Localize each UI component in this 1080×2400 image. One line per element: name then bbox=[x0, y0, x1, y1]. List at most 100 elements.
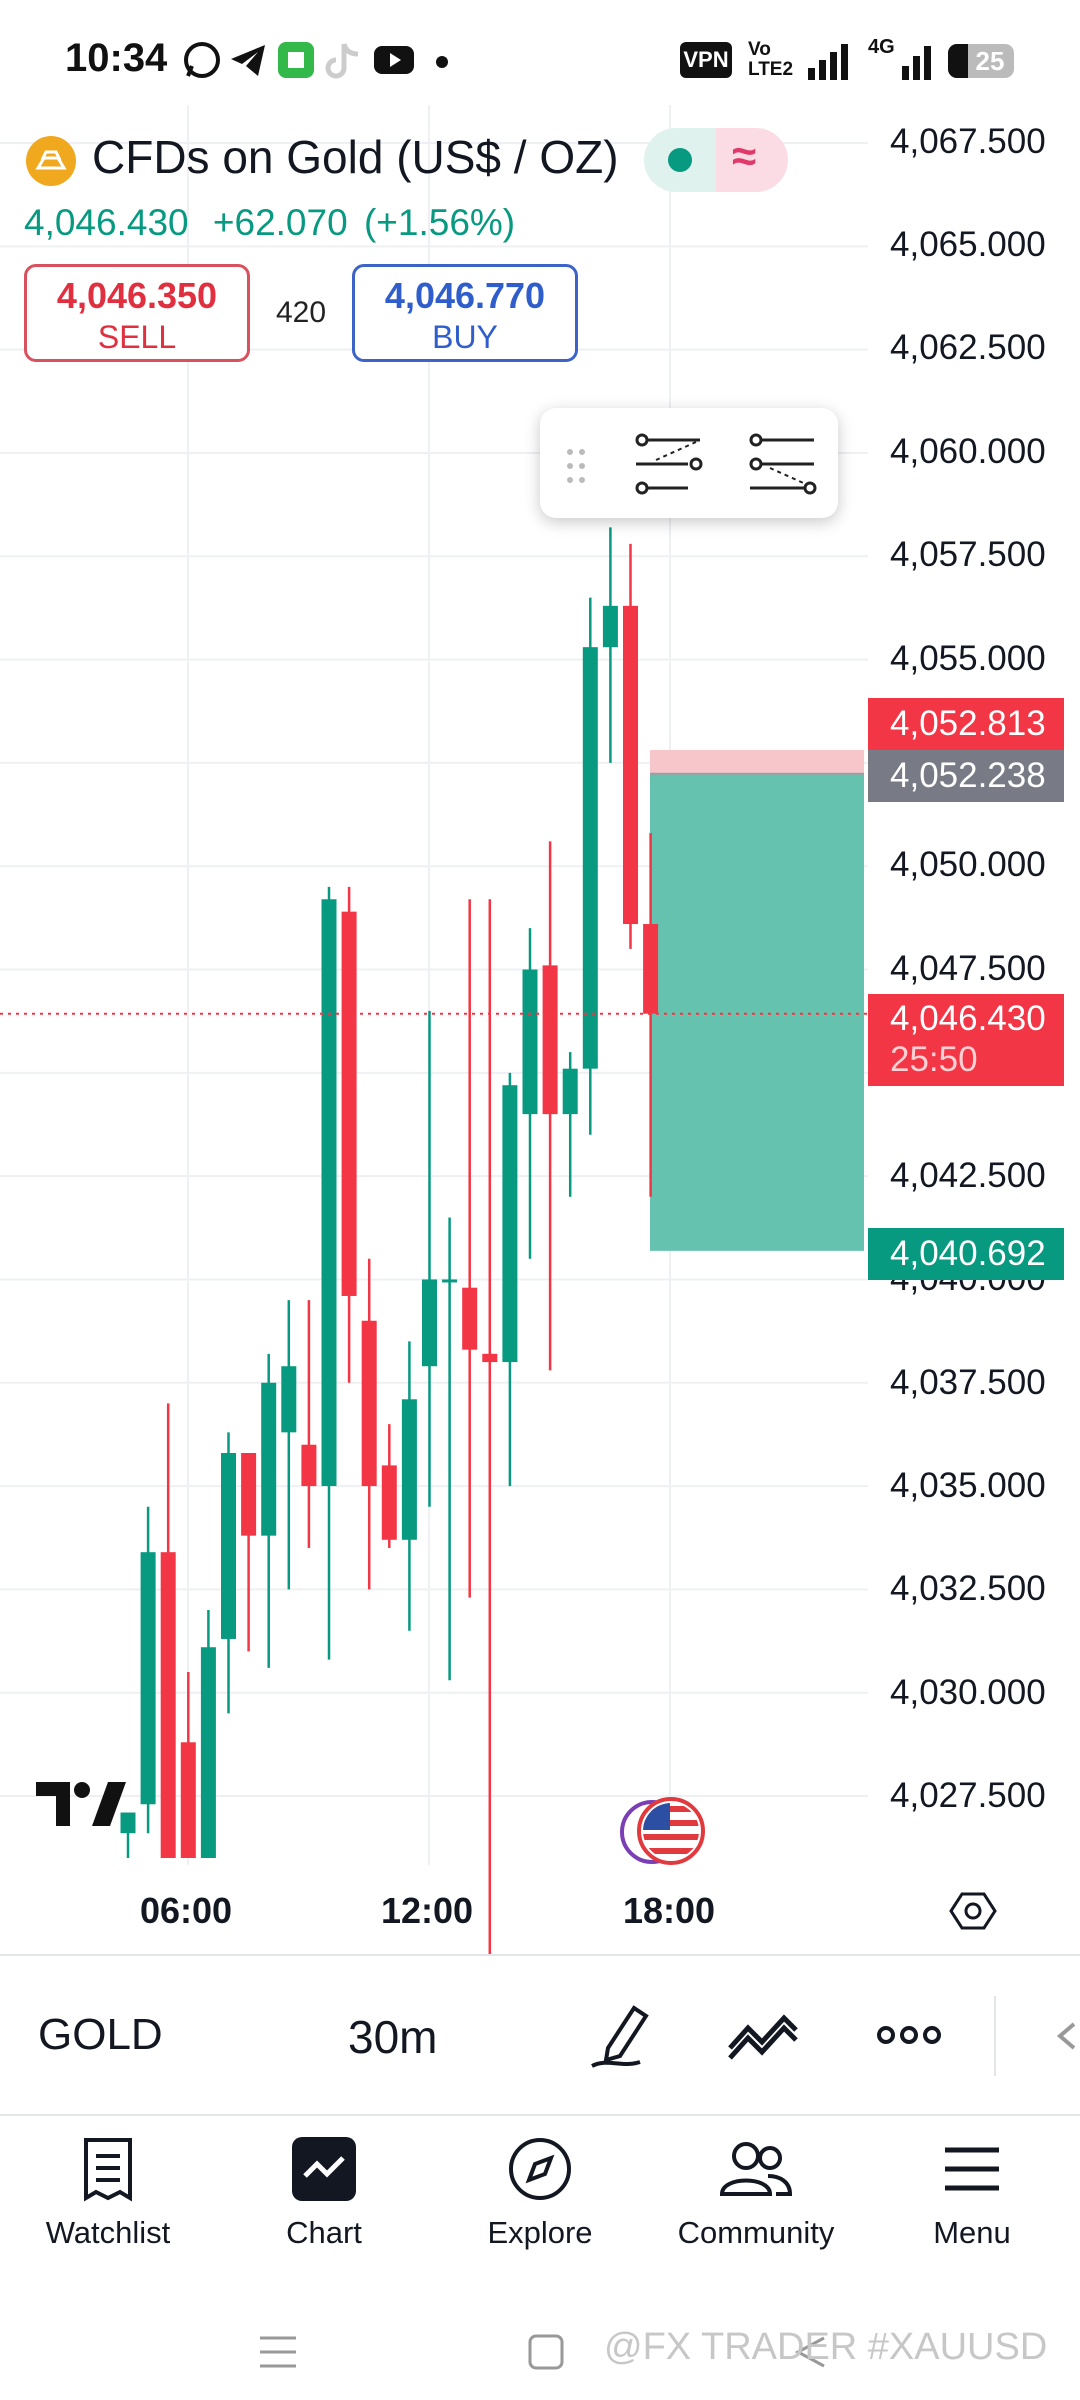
market-status-pill[interactable]: ≈ bbox=[644, 128, 788, 192]
battery-icon: 25 bbox=[948, 44, 1014, 78]
price-chart[interactable] bbox=[0, 105, 1080, 1955]
price-tick: 4,037.500 bbox=[890, 1363, 1046, 1402]
home-icon[interactable] bbox=[526, 2332, 566, 2372]
candle-body bbox=[261, 1382, 277, 1536]
candle bbox=[442, 1217, 458, 1681]
candle-body bbox=[221, 1453, 236, 1639]
bottom-toolbar: GOLD 30m bbox=[0, 1954, 1080, 2116]
price-tick: 4,067.500 bbox=[890, 122, 1046, 161]
candle bbox=[582, 597, 598, 1135]
system-navigation: @FX TRADER #XAUUSD bbox=[0, 2304, 1080, 2400]
candle-body bbox=[321, 899, 337, 1487]
bottom-navigation: Watchlist Chart Explore Community Menu bbox=[0, 2114, 1080, 2306]
nav-label: Community bbox=[677, 2215, 835, 2250]
candle bbox=[401, 1341, 417, 1631]
candle-body bbox=[442, 1279, 458, 1283]
sell-label: SELL bbox=[97, 319, 177, 355]
nav-label: Watchlist bbox=[45, 2215, 171, 2250]
candle bbox=[623, 543, 638, 949]
indicators-icon[interactable] bbox=[726, 2008, 802, 2064]
price-tick: 4,055.000 bbox=[890, 639, 1046, 678]
symbol-title[interactable]: CFDs on Gold (US$ / OZ) bbox=[92, 131, 619, 183]
symbol-selector[interactable]: GOLD bbox=[38, 2010, 163, 2059]
nav-chart[interactable]: Chart bbox=[216, 2136, 432, 2251]
time-tick: 12:00 bbox=[381, 1890, 474, 1931]
back-icon[interactable] bbox=[790, 2332, 830, 2372]
candle bbox=[200, 1610, 216, 1858]
collapse-arrow-icon[interactable] bbox=[1052, 2016, 1080, 2056]
position-tool-toolbar bbox=[540, 408, 838, 518]
menu-icon bbox=[945, 2147, 999, 2191]
candle bbox=[381, 1424, 397, 1549]
price-line: 4,046.430 +62.070 (+1.56%) bbox=[24, 202, 515, 244]
nav-label: Chart bbox=[286, 2215, 362, 2250]
candle-body bbox=[542, 965, 558, 1115]
last-price: 4,046.430 bbox=[24, 202, 189, 243]
candle-body bbox=[361, 1320, 377, 1487]
youtube-icon bbox=[374, 46, 414, 74]
candle bbox=[361, 1258, 377, 1590]
take-profit-zone bbox=[650, 773, 864, 1251]
approx-icon: ≈ bbox=[732, 132, 757, 181]
watermark-text: @FX TRADER #XAUUSD bbox=[604, 2326, 1048, 2368]
nav-explore[interactable]: Explore bbox=[432, 2136, 648, 2251]
candle bbox=[241, 1453, 257, 1652]
signal2-label: 4G bbox=[868, 36, 895, 58]
time-tick: 18:00 bbox=[623, 1890, 716, 1931]
volte-icon: Vo LTE2 bbox=[748, 39, 794, 80]
candle-body bbox=[482, 1353, 498, 1363]
drawing-pen-icon[interactable] bbox=[588, 2000, 658, 2072]
interval-selector[interactable]: 30m bbox=[348, 2011, 438, 2063]
candle bbox=[281, 1300, 297, 1590]
signal2-icon bbox=[902, 46, 931, 80]
candle-body bbox=[602, 605, 618, 648]
vpn-icon: VPN bbox=[680, 42, 732, 78]
buy-button[interactable]: 4,046.770 BUY bbox=[352, 264, 578, 362]
price-tick: 4,027.500 bbox=[890, 1776, 1046, 1815]
spread-value: 420 bbox=[276, 296, 327, 329]
sell-price: 4,046.350 bbox=[56, 275, 218, 316]
sell-button[interactable]: 4,046.350 SELL bbox=[24, 264, 250, 362]
whatsapp-icon bbox=[184, 42, 220, 78]
candle bbox=[562, 1052, 578, 1197]
candle bbox=[462, 899, 478, 1598]
chart-settings-icon[interactable] bbox=[948, 1886, 998, 1936]
candle-body bbox=[241, 1453, 257, 1536]
candle bbox=[602, 527, 618, 763]
short-position-icon[interactable] bbox=[746, 430, 822, 500]
candle bbox=[422, 1010, 437, 1507]
signal-icon bbox=[808, 44, 848, 80]
gold-logo-icon bbox=[26, 136, 76, 186]
candle bbox=[522, 928, 538, 1259]
recents-icon[interactable] bbox=[258, 2332, 298, 2372]
app-icon bbox=[278, 42, 314, 78]
nav-watchlist[interactable]: Watchlist bbox=[0, 2136, 216, 2251]
nav-menu[interactable]: Menu bbox=[864, 2136, 1080, 2251]
candle-body bbox=[422, 1279, 437, 1367]
compass-icon bbox=[509, 2138, 571, 2200]
watchlist-icon bbox=[84, 2138, 132, 2202]
us-flag-event-icon[interactable] bbox=[636, 1796, 706, 1866]
candle-body bbox=[301, 1444, 317, 1487]
nav-label: Menu bbox=[933, 2215, 1011, 2250]
price-tick: 4,057.500 bbox=[890, 535, 1046, 574]
candle-body bbox=[160, 1552, 176, 1858]
price-tick: 4,060.000 bbox=[890, 432, 1046, 471]
candle bbox=[120, 1812, 136, 1858]
candle-body bbox=[281, 1366, 297, 1433]
candle bbox=[221, 1432, 236, 1714]
candle-body bbox=[582, 647, 598, 1069]
drag-handle-icon[interactable] bbox=[562, 446, 592, 486]
market-open-icon bbox=[668, 148, 692, 172]
long-position-icon[interactable] bbox=[632, 430, 708, 500]
candle-body bbox=[341, 911, 357, 1296]
nav-community[interactable]: Community bbox=[648, 2136, 864, 2251]
dot-icon bbox=[436, 56, 448, 68]
telegram-icon bbox=[231, 45, 265, 76]
price-tick: 4,062.500 bbox=[890, 328, 1046, 367]
candle bbox=[321, 886, 337, 1660]
time-tick: 06:00 bbox=[140, 1890, 233, 1931]
more-icon[interactable] bbox=[876, 2018, 942, 2052]
price-tick: 4,042.500 bbox=[890, 1156, 1046, 1195]
candle-body bbox=[401, 1399, 417, 1540]
